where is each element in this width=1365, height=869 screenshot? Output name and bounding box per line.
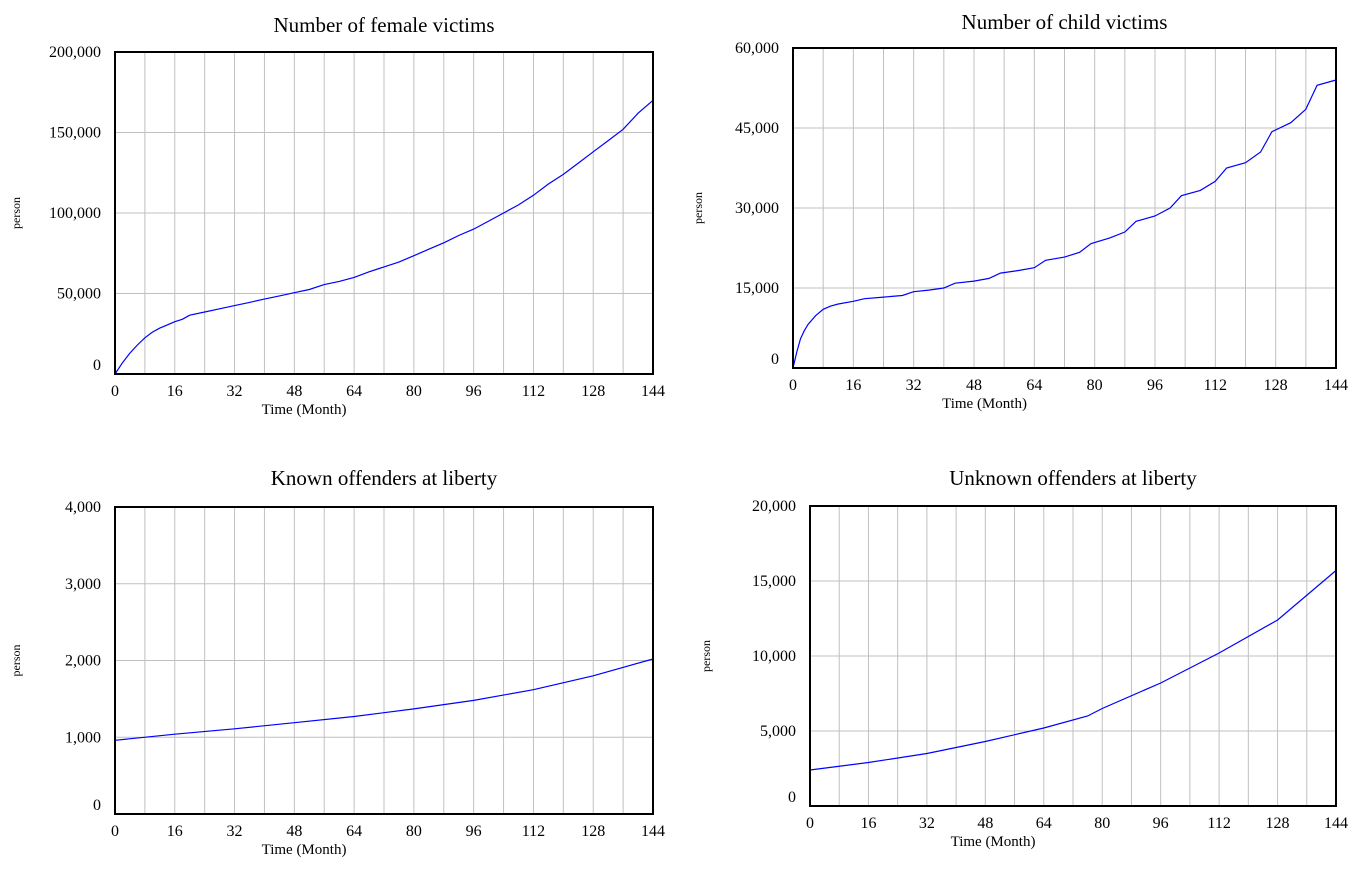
x-tick-label: 80 [406,383,422,400]
x-tick-label: 64 [346,383,362,400]
y-axis-label: person [9,645,23,677]
y-axis-label: person [9,197,23,229]
y-tick-label: 4,000 [65,499,101,516]
x-tick-label: 64 [1026,377,1042,394]
y-tick-label: 15,000 [735,280,779,297]
x-tick-label: 112 [1207,815,1230,832]
y-tick-label: 30,000 [735,200,779,217]
y-tick-label: 45,000 [735,120,779,137]
x-tick-label: 48 [966,377,982,394]
x-tick-label: 16 [167,383,183,400]
y-tick-label: 60,000 [735,40,779,57]
y-tick-label: 15,000 [752,573,796,590]
chart-title: Number of child victims [962,10,1168,34]
y-tick-label: 1,000 [65,729,101,746]
x-tick-label: 128 [581,383,605,400]
chart-child-victims: Number of child victims 0 16 32 48 64 80 96 112 1… [680,0,1360,440]
x-tick-label: 112 [1204,377,1227,394]
x-tick-label: 0 [111,823,119,840]
x-tick-label: 80 [1087,377,1103,394]
x-tick-label: 48 [286,383,302,400]
x-tick-label: 80 [1094,815,1110,832]
x-tick-label: 32 [906,377,922,394]
x-axis-label: Time (Month) [262,402,347,418]
x-tick-label: 144 [641,823,665,840]
x-tick-label: 48 [977,815,993,832]
x-tick-label: 0 [111,383,119,400]
x-tick-label: 64 [346,823,362,840]
y-axis-label: person [691,192,705,224]
x-tick-label: 0 [789,377,797,394]
y-tick-label: 0 [771,351,779,368]
x-tick-label: 144 [641,383,665,400]
x-tick-label: 144 [1324,815,1348,832]
x-axis-label: Time (Month) [262,842,347,858]
y-tick-label: 5,000 [760,723,796,740]
x-tick-label: 0 [806,815,814,832]
chart-title: Unknown offenders at liberty [949,466,1197,490]
y-tick-label: 100,000 [49,205,101,222]
x-axis-label: Time (Month) [951,834,1036,850]
x-tick-label: 16 [167,823,183,840]
y-tick-label: 0 [93,357,101,374]
y-tick-label: 10,000 [752,648,796,665]
x-tick-label: 112 [522,383,545,400]
chart-unknown-offenders: Unknown offenders at liberty 0 16 32 48 64 80 9… [690,455,1365,869]
x-tick-label: 32 [227,823,243,840]
x-tick-label: 96 [466,383,482,400]
y-tick-label: 0 [93,797,101,814]
x-tick-label: 32 [919,815,935,832]
y-tick-label: 20,000 [752,498,796,515]
x-tick-label: 64 [1036,815,1052,832]
chart-title: Known offenders at liberty [271,466,498,490]
x-tick-label: 32 [227,383,243,400]
x-tick-label: 144 [1324,377,1348,394]
x-tick-label: 16 [845,377,861,394]
chart-title: Number of female victims [273,13,494,37]
x-tick-label: 128 [1266,815,1290,832]
x-tick-label: 96 [1147,377,1163,394]
x-tick-label: 16 [860,815,876,832]
chart-svg: Unknown offenders at liberty 0 16 32 48 64 80 9… [690,455,1365,869]
y-tick-label: 200,000 [49,44,101,61]
chart-svg: Number of female victims 0 16 32 48 64 80 96 112… [0,0,675,440]
x-tick-label: 128 [1264,377,1288,394]
x-tick-label: 48 [286,823,302,840]
x-tick-label: 128 [581,823,605,840]
y-axis-label: person [699,640,713,672]
x-tick-label: 112 [522,823,545,840]
x-tick-label: 80 [406,823,422,840]
x-axis-label: Time (Month) [942,396,1027,412]
chart-female-victims: Number of female victims 0 16 32 48 64 80 96 112… [0,0,675,440]
chart-svg: Number of child victims 0 16 32 48 64 80 96 112 1… [680,0,1360,440]
y-tick-label: 3,000 [65,576,101,593]
y-tick-label: 150,000 [49,125,101,142]
y-tick-label: 2,000 [65,653,101,670]
x-tick-label: 96 [466,823,482,840]
chart-svg: Known offenders at liberty 0 16 32 48 64 80 96 1… [0,455,675,869]
y-tick-label: 0 [788,789,796,806]
chart-known-offenders: Known offenders at liberty 0 16 32 48 64 80 96 1… [0,455,675,869]
y-tick-label: 50,000 [57,286,101,303]
x-tick-label: 96 [1153,815,1169,832]
